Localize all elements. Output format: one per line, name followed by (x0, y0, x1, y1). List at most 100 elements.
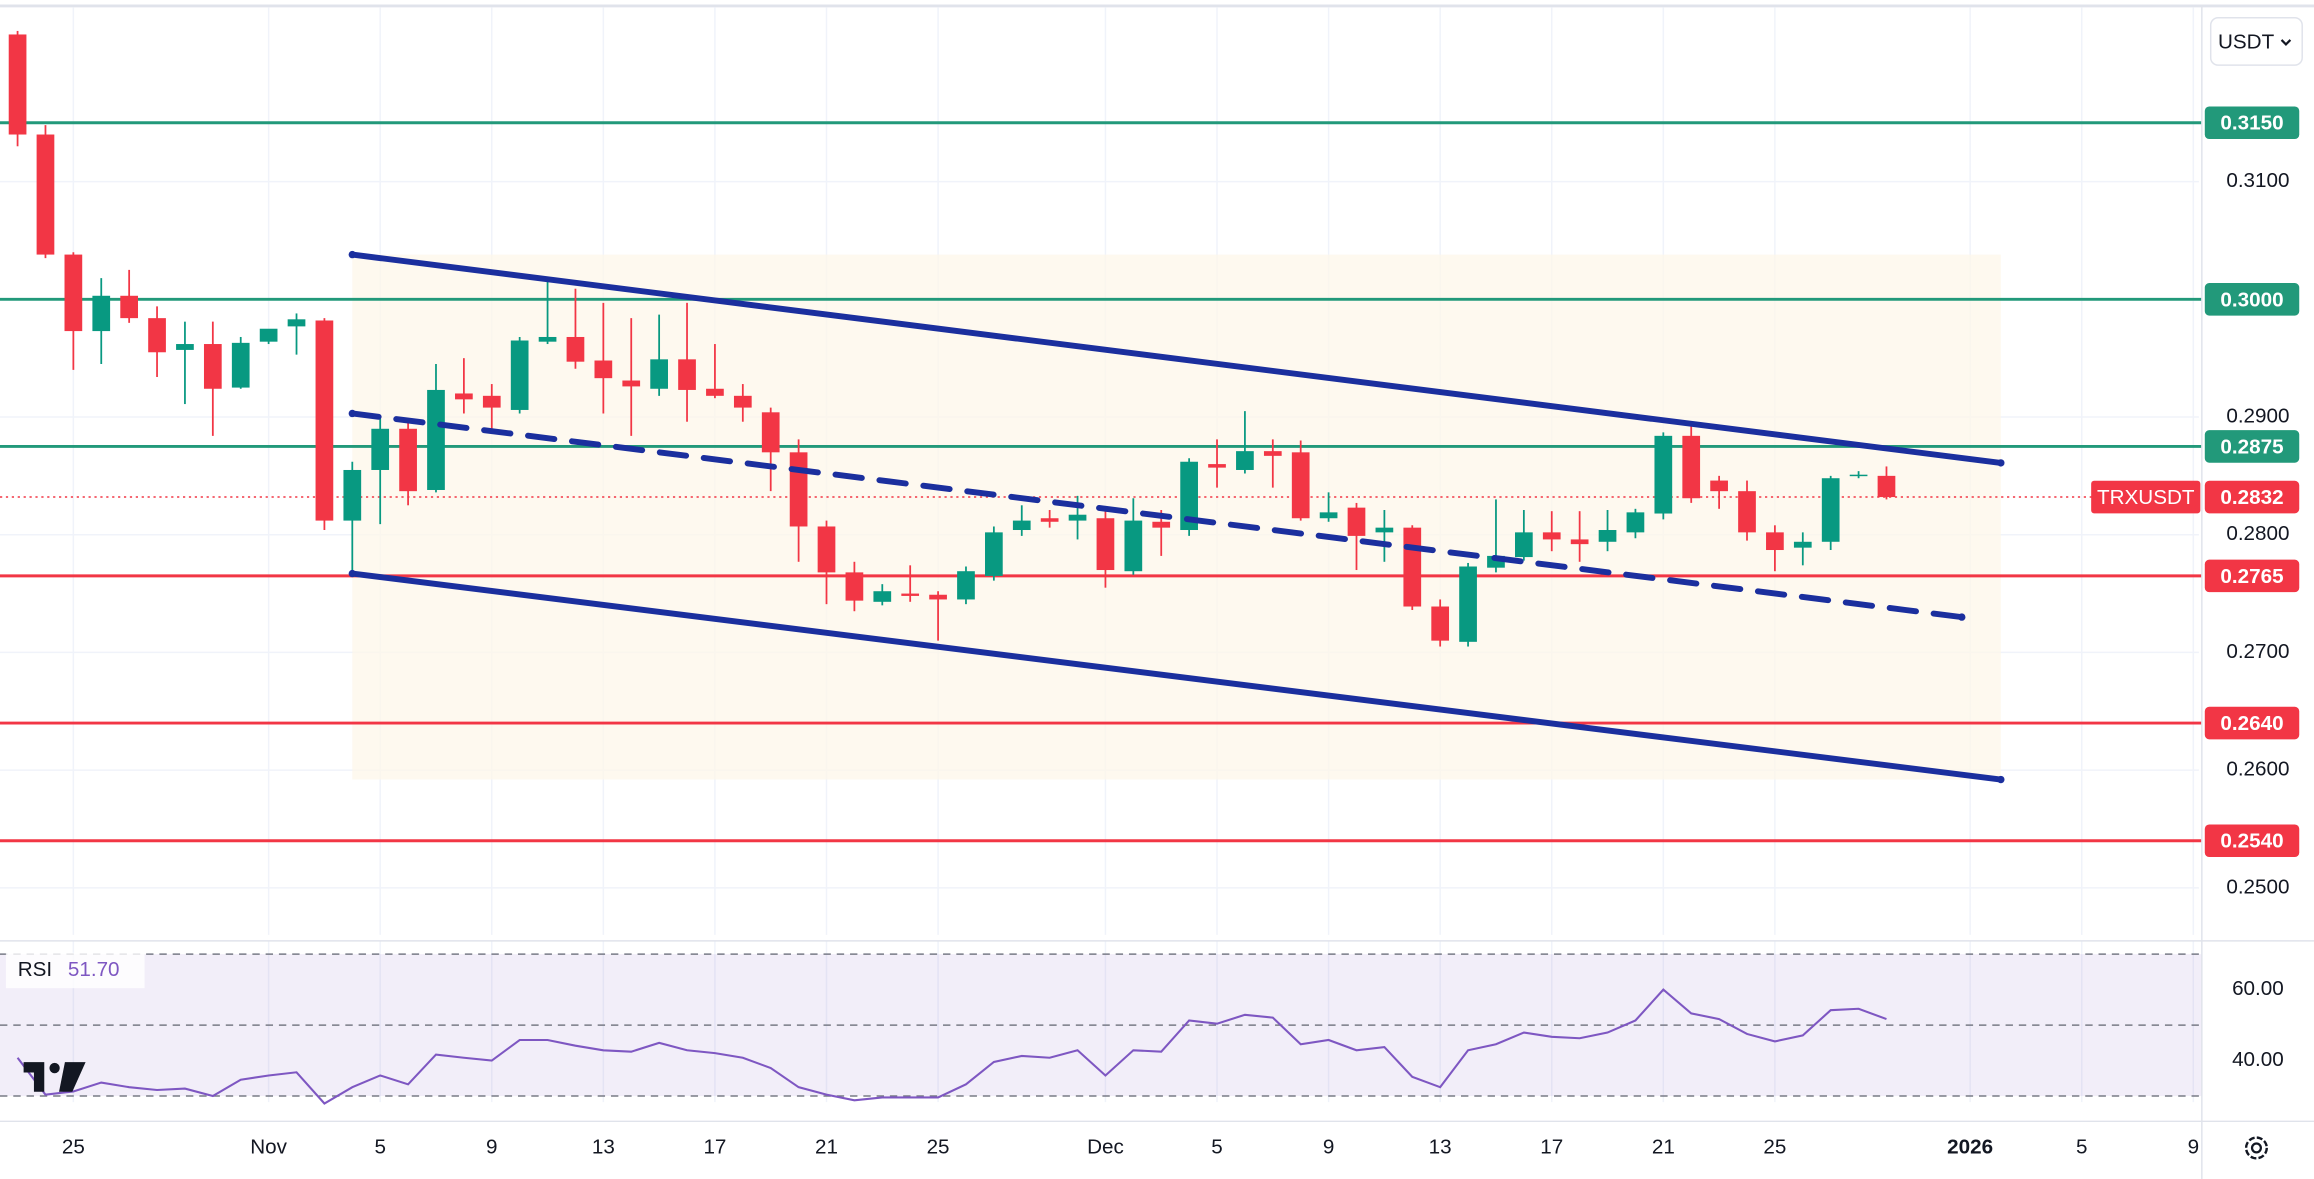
candle (901, 565, 920, 602)
candle (371, 418, 390, 525)
x-tick-label: 9 (1323, 1135, 1334, 1158)
last-price-box (2204, 480, 2300, 514)
candle-body (510, 340, 529, 410)
candle (148, 306, 166, 377)
candle-body (706, 388, 724, 396)
rsi-tick-label: 40.00 (2232, 1048, 2284, 1071)
candle (36, 125, 55, 259)
level-layer (0, 121, 2202, 843)
candle (1738, 480, 1756, 541)
candle (1040, 509, 1059, 528)
candle-body (1208, 464, 1226, 468)
x-tick-label: Nov (250, 1135, 287, 1158)
candle-body (8, 34, 27, 135)
candle (1319, 492, 1338, 522)
logo-part[interactable] (23, 1062, 45, 1092)
trendline-anchor (348, 409, 356, 418)
candle (1570, 511, 1589, 562)
candle-body (1877, 475, 1896, 498)
logo-part[interactable] (59, 1062, 86, 1092)
candle (427, 364, 445, 493)
rsi-legend-bg (5, 952, 145, 989)
candle-body (845, 572, 864, 601)
candle-body (1375, 527, 1394, 533)
candle-body (678, 359, 696, 390)
currency-box[interactable] (2209, 17, 2303, 66)
candle-body (1821, 478, 1840, 542)
trendline-dashed (349, 410, 1965, 621)
candle-body (371, 428, 390, 470)
tradingview-logo[interactable] (23, 1062, 86, 1092)
candle-body (789, 452, 808, 527)
currency-selector[interactable]: USDT (2209, 17, 2303, 66)
rsi-line (16, 988, 1887, 1105)
trendline-anchor (1997, 775, 2005, 784)
trendline-anchor (1958, 613, 1966, 621)
candle-body (873, 591, 892, 602)
candle (399, 421, 417, 506)
candle (1403, 525, 1422, 611)
candle-body (985, 532, 1003, 576)
candle-body (1459, 566, 1477, 642)
candle (985, 526, 1003, 581)
level-label: 0.2640 (2220, 712, 2283, 735)
gear-inner[interactable] (2250, 1142, 2262, 1154)
candle-body (231, 342, 250, 388)
candle (315, 318, 334, 531)
candle (594, 302, 613, 414)
candle-body (1068, 514, 1087, 521)
candle (1654, 432, 1673, 520)
candle-body (929, 594, 947, 600)
candle-body (1347, 507, 1366, 536)
settings-button[interactable] (2244, 1136, 2268, 1160)
candle-body (1263, 451, 1282, 456)
axis-layer: 25 Nov 5 9 13 17 21 25 Dec 5 9 13 17 21 25 2026 5 9 0.3100… (62, 106, 2300, 1158)
candle (873, 584, 892, 606)
candle (1793, 532, 1812, 566)
candle-body (1710, 480, 1728, 492)
candle (231, 336, 250, 389)
candle-body (622, 380, 641, 387)
candle-body (1291, 452, 1310, 519)
candle-body (343, 469, 362, 521)
candle-body (1096, 518, 1115, 571)
x-tick-label: 17 (1540, 1135, 1563, 1158)
candle-body (1319, 512, 1338, 519)
candle (1096, 509, 1115, 588)
x-tick-label: 17 (703, 1135, 726, 1158)
candle-body (1431, 606, 1450, 641)
candle-body (566, 336, 585, 362)
candle (1012, 505, 1031, 536)
dropdown-arrow[interactable] (2280, 39, 2292, 46)
level-label-box (2204, 824, 2300, 858)
y-tick-label: 0.3100 (2226, 169, 2289, 192)
candle-body (1738, 491, 1756, 533)
candle-body (733, 395, 752, 408)
trendline (349, 570, 2004, 783)
x-tick-label: 2026 (1947, 1135, 1993, 1158)
candle (650, 314, 668, 396)
candle (203, 321, 222, 436)
candle-body (1180, 461, 1198, 531)
level-label-box (2204, 106, 2300, 140)
candle-body (482, 395, 501, 408)
candle-body (1626, 512, 1645, 533)
logo-part[interactable] (49, 1062, 60, 1074)
rsi-layer (0, 953, 2202, 1105)
rsi-value: 51.70 (68, 958, 120, 981)
candle-body (1012, 520, 1031, 531)
candle-body (901, 593, 920, 596)
candle (957, 566, 975, 605)
candle (566, 288, 585, 369)
gear-outer[interactable] (2244, 1136, 2268, 1160)
candle (733, 384, 752, 422)
candle (706, 344, 724, 399)
candle-body (36, 134, 55, 255)
currency-label[interactable]: USDT (2218, 30, 2275, 53)
candle (929, 591, 947, 641)
candle-body (315, 320, 334, 521)
candle (1877, 466, 1896, 500)
candle-body (1849, 474, 1868, 477)
candle (1291, 440, 1310, 521)
candle-body (1654, 435, 1673, 514)
